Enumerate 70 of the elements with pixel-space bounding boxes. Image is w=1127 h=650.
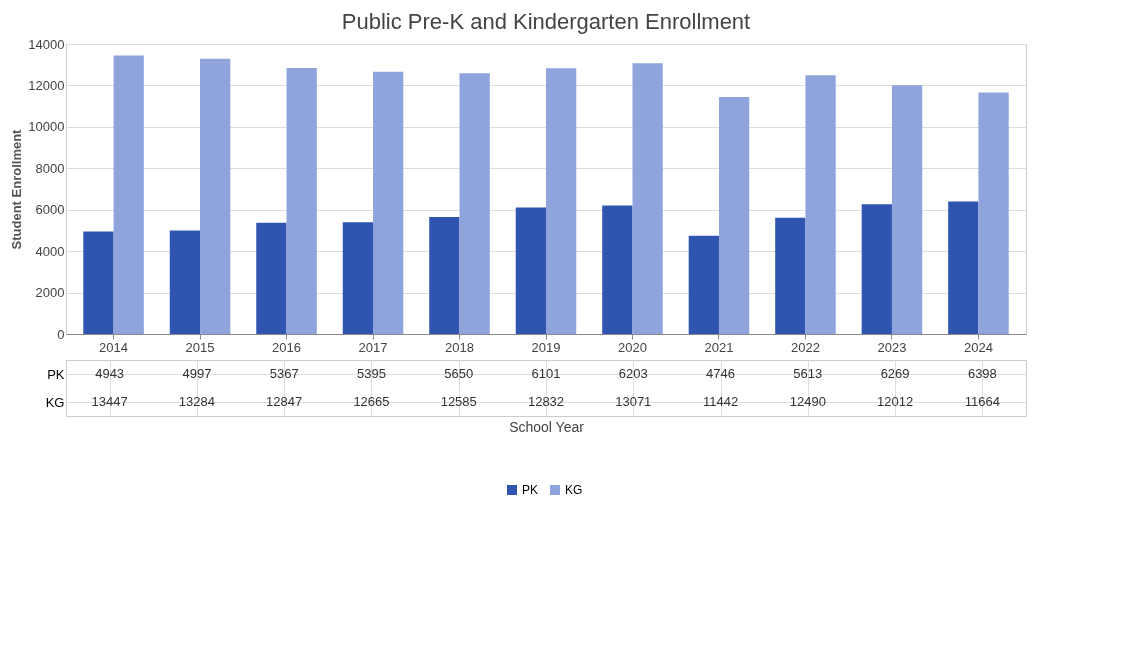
data-label: 6203 xyxy=(618,366,648,381)
y-tick-label: 14000 xyxy=(28,36,65,52)
bar xyxy=(342,222,374,334)
data-label: 4746 xyxy=(706,366,736,381)
x-tick-label: 2016 xyxy=(272,339,301,355)
bar xyxy=(632,63,663,334)
x-tick-label: 2014 xyxy=(99,339,129,355)
bar xyxy=(861,204,892,334)
bar xyxy=(602,205,633,334)
bar xyxy=(948,201,979,334)
data-label: 13071 xyxy=(615,394,652,409)
data-label: 12012 xyxy=(877,394,914,409)
x-tick-label: 2018 xyxy=(445,339,474,355)
x-tick-label: 2015 xyxy=(185,339,215,355)
x-tick-label: 2020 xyxy=(618,339,647,355)
x-tick-label: 2024 xyxy=(963,339,993,355)
y-tick-label: 10000 xyxy=(28,119,65,135)
legend-label: KG xyxy=(565,483,583,497)
legend-label: PK xyxy=(522,483,539,497)
bar xyxy=(83,231,114,334)
bar xyxy=(515,207,546,334)
data-label: 4997 xyxy=(182,366,212,381)
bar xyxy=(200,58,231,334)
data-label: 12847 xyxy=(266,394,303,409)
data-label: 6101 xyxy=(531,366,561,381)
y-tick-label: 12000 xyxy=(28,77,65,93)
bar xyxy=(546,68,577,334)
y-tick-label: 6000 xyxy=(35,202,65,218)
y-axis-title: Student Enrollment xyxy=(9,128,25,250)
y-tick-label: 4000 xyxy=(35,243,65,259)
bar xyxy=(775,217,806,334)
x-tick-label: 2017 xyxy=(358,339,388,355)
data-label: 13284 xyxy=(178,394,215,409)
data-label: 11664 xyxy=(964,394,1000,409)
bar xyxy=(113,55,144,334)
bar xyxy=(718,96,750,334)
data-label: 5613 xyxy=(793,366,823,381)
bar xyxy=(805,75,836,334)
text: PK xyxy=(47,366,65,382)
bar xyxy=(373,71,404,334)
y-tick-label: 0 xyxy=(57,326,65,342)
data-label: 12665 xyxy=(353,394,390,409)
data-label: 12585 xyxy=(440,394,477,409)
data-label: 6269 xyxy=(880,366,910,381)
data-label: 5367 xyxy=(269,366,299,381)
bar xyxy=(688,235,719,334)
bar xyxy=(978,92,1009,334)
data-label: 5650 xyxy=(444,366,474,381)
bar xyxy=(459,73,490,334)
data-label: 12832 xyxy=(527,394,565,409)
x-axis-title: School Year xyxy=(509,418,585,435)
data-label: 5395 xyxy=(356,366,386,381)
data-label: 6398 xyxy=(967,366,997,381)
bar xyxy=(429,216,460,334)
data-label: 12490 xyxy=(789,394,826,409)
data-label: 4943 xyxy=(95,366,125,381)
x-tick-label: 2021 xyxy=(704,339,734,355)
bar xyxy=(169,230,201,334)
x-tick-label: 2019 xyxy=(531,339,561,355)
y-tick-label: 2000 xyxy=(35,285,65,301)
text: KG xyxy=(45,394,65,410)
x-tick-label: 2023 xyxy=(877,339,907,355)
y-tick-label: 8000 xyxy=(35,160,65,176)
data-label: 13447 xyxy=(91,394,128,409)
bar xyxy=(286,67,317,334)
data-label: 11442 xyxy=(702,394,739,409)
bar xyxy=(891,85,923,334)
bar xyxy=(256,222,287,334)
x-tick-label: 2022 xyxy=(791,339,820,355)
chart-title: Public Pre-K and Kindergarten Enrollment xyxy=(341,9,751,34)
